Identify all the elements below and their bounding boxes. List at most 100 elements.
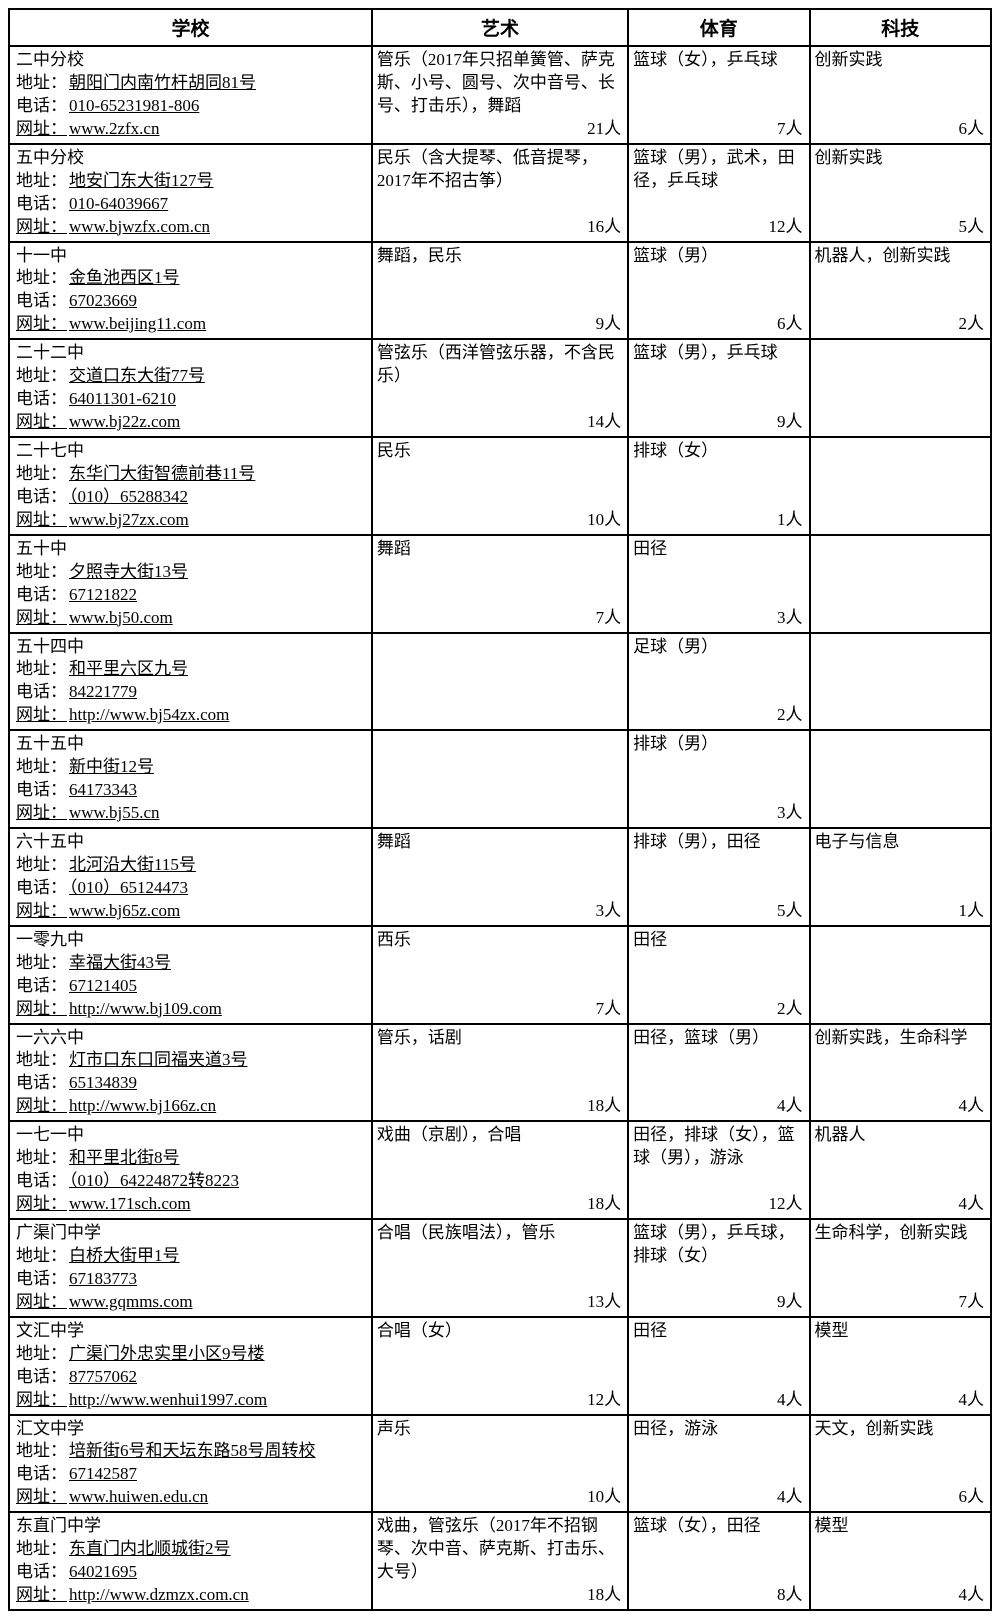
tech-cell: 生命科学，创新实践 7人	[810, 1219, 991, 1317]
sport-desc: 田径	[633, 1320, 804, 1343]
art-desc: 合唱（民族唱法），管乐	[377, 1222, 623, 1245]
tech-cell: 模型 4人	[810, 1317, 991, 1415]
tech-cell: 创新实践，生命科学 4人	[810, 1024, 991, 1122]
art-count: 10人	[587, 1486, 621, 1509]
sport-count: 2人	[777, 704, 803, 727]
sport-count: 3人	[777, 802, 803, 825]
sport-count: 12人	[769, 1193, 803, 1216]
sport-count: 12人	[769, 216, 803, 239]
school-name: 东直门中学	[16, 1515, 367, 1538]
art-desc: 西乐	[377, 929, 623, 952]
art-desc: 管乐（2017年只招单簧管、萨克斯、小号、圆号、次中音号、长号、打击乐），舞蹈	[377, 49, 623, 118]
art-count: 10人	[587, 509, 621, 532]
sport-count: 2人	[777, 998, 803, 1021]
sport-count: 4人	[777, 1095, 803, 1118]
sport-desc: 田径	[633, 538, 804, 561]
tech-cell: 创新实践 6人	[810, 46, 991, 144]
school-website: 网址：www.beijing11.com	[16, 313, 367, 336]
school-website: 网址：www.bj50.com	[16, 607, 367, 630]
table-row: 二十七中 地址：东华门大街智德前巷11号 电话：（010）65288342 网址…	[9, 437, 991, 535]
school-name: 文汇中学	[16, 1320, 367, 1343]
school-address: 地址：白桥大街甲1号	[16, 1245, 367, 1268]
school-website: 网址：www.2zfx.cn	[16, 118, 367, 141]
table-row: 十一中 地址：金鱼池西区1号 电话：67023669 网址：www.beijin…	[9, 242, 991, 340]
school-website: 网址：www.bj22z.com	[16, 411, 367, 434]
tech-desc: 机器人	[815, 1124, 986, 1147]
sport-count: 8人	[777, 1584, 803, 1607]
header-art: 艺术	[372, 9, 628, 46]
school-website: 网址：www.huiwen.edu.cn	[16, 1486, 367, 1509]
school-name: 广渠门中学	[16, 1222, 367, 1245]
art-cell: 管乐（2017年只招单簧管、萨克斯、小号、圆号、次中音号、长号、打击乐），舞蹈 …	[372, 46, 628, 144]
tech-count: 1人	[959, 900, 985, 923]
tech-desc: 创新实践	[815, 147, 986, 170]
school-website: 网址：http://www.wenhui1997.com	[16, 1389, 367, 1412]
tech-cell: 创新实践 5人	[810, 144, 991, 242]
art-cell: 合唱（女） 12人	[372, 1317, 628, 1415]
tech-count: 4人	[959, 1584, 985, 1607]
school-phone: 电话：010-65231981-806	[16, 95, 367, 118]
school-name: 二十二中	[16, 342, 367, 365]
school-website: 网址：http://www.dzmzx.com.cn	[16, 1584, 367, 1607]
school-address: 地址：灯市口东口同福夹道3号	[16, 1049, 367, 1072]
tech-cell: 模型 4人	[810, 1512, 991, 1610]
school-website: 网址：http://www.bj166z.cn	[16, 1095, 367, 1118]
school-phone: 电话：64173343	[16, 779, 367, 802]
tech-count: 6人	[959, 1486, 985, 1509]
art-cell: 舞蹈 7人	[372, 535, 628, 633]
school-address: 地址：交道口东大街77号	[16, 365, 367, 388]
table-row: 二十二中 地址：交道口东大街77号 电话：64011301-6210 网址：ww…	[9, 339, 991, 437]
table-row: 汇文中学 地址：培新街6号和天坛东路58号周转校 电话：67142587 网址：…	[9, 1415, 991, 1513]
school-website: 网址：www.bj55.cn	[16, 802, 367, 825]
art-cell: 管乐，话剧 18人	[372, 1024, 628, 1122]
school-address: 地址：幸福大街43号	[16, 952, 367, 975]
school-address: 地址：金鱼池西区1号	[16, 267, 367, 290]
school-phone: 电话：67183773	[16, 1268, 367, 1291]
art-count: 18人	[587, 1584, 621, 1607]
sport-cell: 田径，排球（女），篮球（男），游泳 12人	[628, 1121, 809, 1219]
sport-count: 5人	[777, 900, 803, 923]
table-row: 一六六中 地址：灯市口东口同福夹道3号 电话：65134839 网址：http:…	[9, 1024, 991, 1122]
sport-cell: 田径，游泳 4人	[628, 1415, 809, 1513]
tech-count: 7人	[959, 1291, 985, 1314]
school-cell: 二十二中 地址：交道口东大街77号 电话：64011301-6210 网址：ww…	[9, 339, 372, 437]
table-row: 二中分校 地址：朝阳门内南竹杆胡同81号 电话：010-65231981-806…	[9, 46, 991, 144]
art-count: 9人	[596, 313, 622, 336]
table-row: 五十五中 地址：新中街12号 电话：64173343 网址：www.bj55.c…	[9, 730, 991, 828]
school-name: 六十五中	[16, 831, 367, 854]
sport-cell: 篮球（女），田径 8人	[628, 1512, 809, 1610]
school-address: 地址：和平里北街8号	[16, 1147, 367, 1170]
tech-desc: 创新实践，生命科学	[815, 1027, 986, 1050]
sport-count: 9人	[777, 1291, 803, 1314]
header-sport: 体育	[628, 9, 809, 46]
tech-cell	[810, 926, 991, 1024]
art-cell: 民乐 10人	[372, 437, 628, 535]
school-name: 五十中	[16, 538, 367, 561]
school-phone: 电话：67142587	[16, 1463, 367, 1486]
sport-desc: 田径，游泳	[633, 1418, 804, 1441]
school-phone: 电话：64011301-6210	[16, 388, 367, 411]
art-count: 14人	[587, 411, 621, 434]
school-cell: 一零九中 地址：幸福大街43号 电话：67121405 网址：http://ww…	[9, 926, 372, 1024]
tech-cell	[810, 535, 991, 633]
table-row: 广渠门中学 地址：白桥大街甲1号 电话：67183773 网址：www.gqmm…	[9, 1219, 991, 1317]
school-cell: 六十五中 地址：北河沿大街115号 电话：（010）65124473 网址：ww…	[9, 828, 372, 926]
school-phone: 电话：010-64039667	[16, 193, 367, 216]
tech-cell	[810, 730, 991, 828]
tech-cell: 电子与信息 1人	[810, 828, 991, 926]
sport-desc: 足球（男）	[633, 636, 804, 659]
school-name: 五十五中	[16, 733, 367, 756]
sport-count: 9人	[777, 411, 803, 434]
art-cell	[372, 730, 628, 828]
sport-count: 3人	[777, 607, 803, 630]
art-desc: 戏曲（京剧），合唱	[377, 1124, 623, 1147]
tech-count: 4人	[959, 1095, 985, 1118]
tech-desc: 创新实践	[815, 49, 986, 72]
sport-desc: 田径，篮球（男）	[633, 1027, 804, 1050]
art-desc: 舞蹈	[377, 538, 623, 561]
table-row: 五十四中 地址：和平里六区九号 电话：84221779 网址：http://ww…	[9, 633, 991, 731]
sport-cell: 排球（男），田径 5人	[628, 828, 809, 926]
school-cell: 一六六中 地址：灯市口东口同福夹道3号 电话：65134839 网址：http:…	[9, 1024, 372, 1122]
sport-desc: 排球（男）	[633, 733, 804, 756]
recruitment-table: 学校 艺术 体育 科技 二中分校 地址：朝阳门内南竹杆胡同81号 电话：010-…	[8, 8, 992, 1611]
